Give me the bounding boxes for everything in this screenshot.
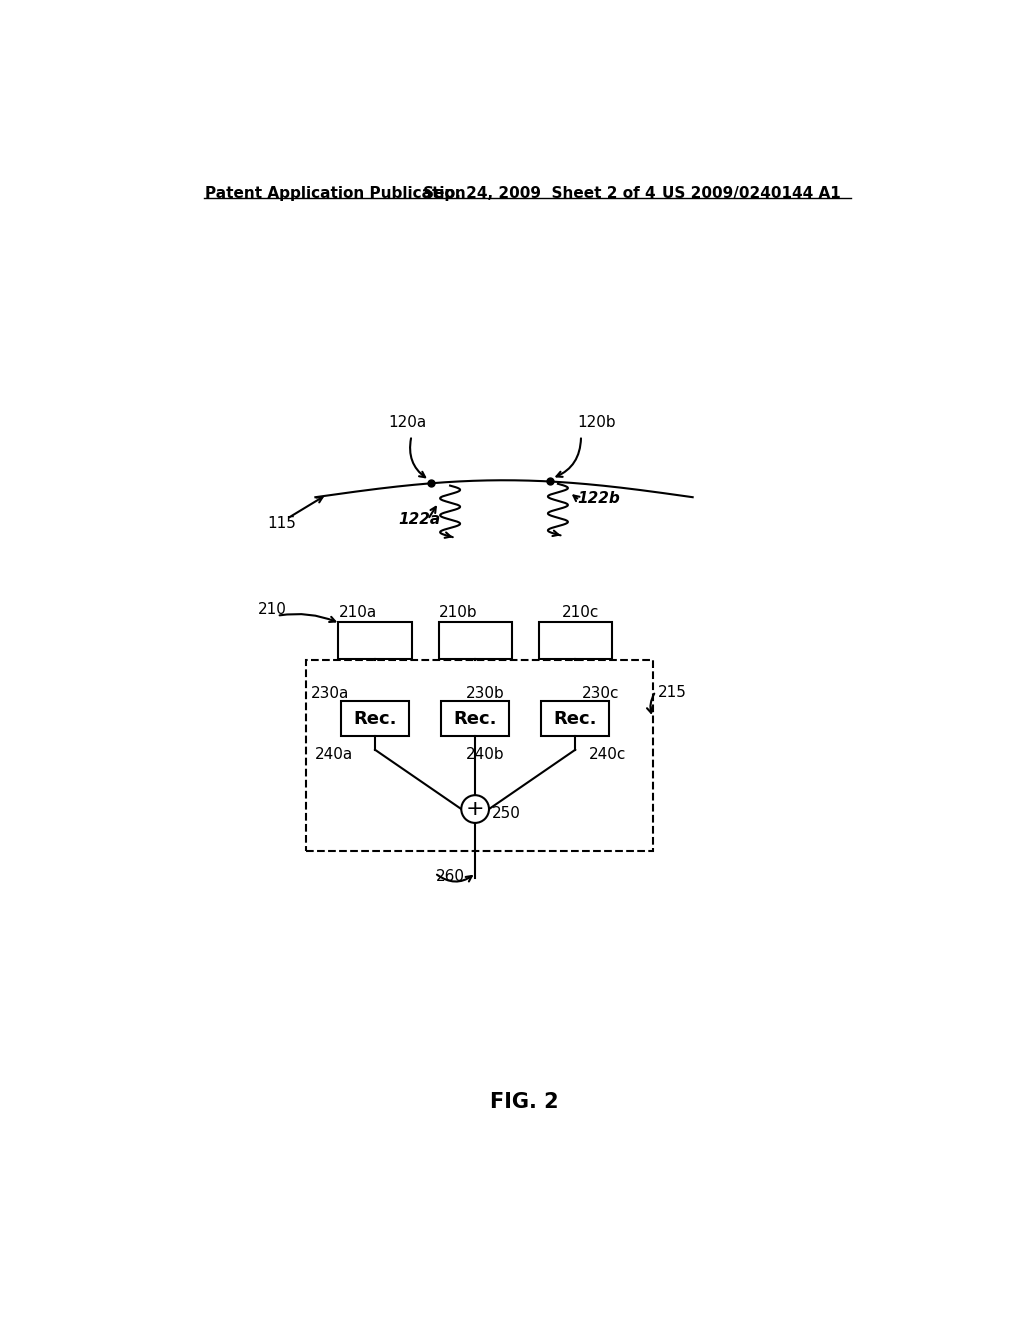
Text: FIG. 2: FIG. 2 [490, 1092, 559, 1111]
Text: 210a: 210a [339, 606, 378, 620]
Text: 230a: 230a [310, 686, 349, 701]
Bar [441, 701, 509, 737]
Text: 122a: 122a [398, 512, 440, 527]
Text: 120b: 120b [578, 416, 615, 430]
Bar [539, 622, 611, 659]
Bar [341, 701, 409, 737]
Text: 210c: 210c [562, 606, 599, 620]
Bar [542, 701, 609, 737]
Text: 210: 210 [258, 602, 287, 618]
Bar [339, 622, 412, 659]
Text: 215: 215 [658, 685, 687, 701]
Text: 230c: 230c [582, 686, 618, 701]
Text: Rec.: Rec. [554, 710, 597, 727]
Text: Rec.: Rec. [454, 710, 497, 727]
Text: 115: 115 [267, 516, 297, 531]
Text: Patent Application Publication: Patent Application Publication [205, 186, 466, 201]
Text: 260: 260 [435, 869, 465, 883]
Text: 240b: 240b [466, 747, 505, 762]
Text: 240a: 240a [315, 747, 353, 762]
Bar [306, 660, 652, 851]
Text: 250: 250 [493, 807, 521, 821]
Circle shape [461, 795, 489, 822]
Text: 210b: 210b [439, 606, 478, 620]
Text: 230b: 230b [466, 686, 505, 701]
Text: 120a: 120a [388, 416, 427, 430]
Text: 122b: 122b [578, 491, 620, 506]
Text: US 2009/0240144 A1: US 2009/0240144 A1 [662, 186, 841, 201]
Text: Sep. 24, 2009  Sheet 2 of 4: Sep. 24, 2009 Sheet 2 of 4 [423, 186, 655, 201]
Text: 240c: 240c [589, 747, 627, 762]
Bar [438, 622, 512, 659]
Text: Rec.: Rec. [353, 710, 396, 727]
Text: +: + [466, 799, 484, 818]
